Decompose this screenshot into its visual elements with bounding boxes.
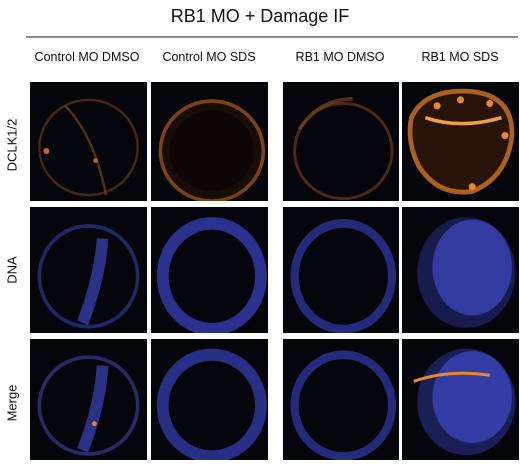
panel-dna-control-dmso [30,207,147,333]
panel-dclk-rb1-sds [402,82,519,201]
column-header-control-mo-dmso: Control MO DMSO [34,50,140,64]
title-underline [26,36,518,38]
panel-dclk-rb1-dmso [283,82,399,201]
column-header-rb1-mo-sds: RB1 MO SDS [421,50,499,64]
row-label-dna: DNA [4,256,20,284]
panel-dna-control-sds [151,207,268,333]
panel-merge-rb1-dmso [283,339,399,460]
panel-dna-rb1-dmso [283,207,399,333]
panel-merge-control-dmso [30,339,147,460]
panel-merge-rb1-sds [402,339,519,460]
panel-dclk-control-sds [151,82,268,201]
panel-merge-control-sds [151,339,268,460]
column-header-rb1-mo-dmso: RB1 MO DMSO [295,50,385,64]
figure-title: RB1 MO + Damage IF [170,6,350,26]
row-label-dclk1-2: DCLK1/2 [4,118,20,172]
column-header-control-mo-sds: Control MO SDS [162,50,256,64]
panel-dclk-control-dmso [30,82,147,201]
panel-dna-rb1-sds [402,207,519,333]
row-label-merge: Merge [4,384,20,422]
